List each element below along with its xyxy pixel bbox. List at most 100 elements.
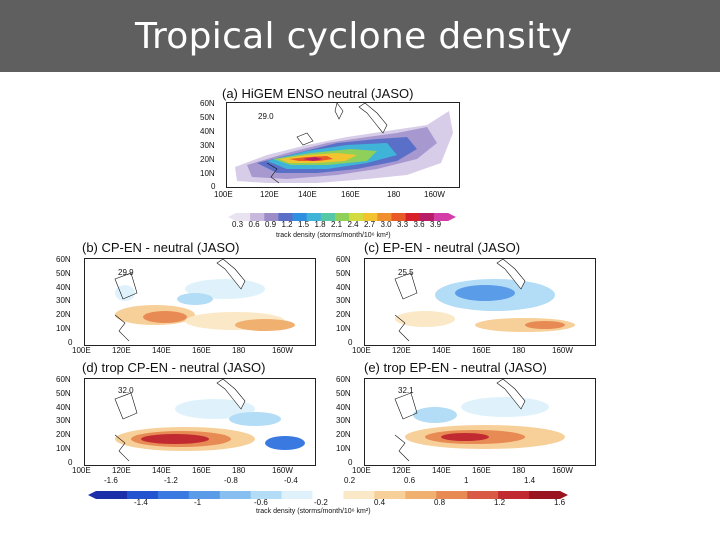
colorbar-swatch — [250, 213, 265, 221]
lon-tick: 160E — [192, 466, 211, 475]
colorbar-swatch — [96, 491, 128, 499]
lat-tick: 40N — [336, 282, 351, 292]
colorbar-tick: 0.3 — [232, 220, 244, 229]
colorbar-tick-upper: 0.2 — [344, 476, 356, 485]
lat-tick: 20N — [200, 155, 215, 164]
lat-tick: 10N — [336, 444, 351, 453]
colorbar-tick: 2.1 — [331, 220, 343, 229]
colorbar-swatch — [236, 213, 251, 221]
lat-tick: 10N — [200, 169, 215, 178]
lon-tick: 120E — [392, 346, 411, 355]
panel-title-a: (a) HiGEM ENSO neutral (JASO) — [222, 86, 414, 101]
colorbar-swatch — [529, 491, 561, 499]
colorbar-tick-lower: 0.4 — [374, 498, 386, 507]
colorbar-tick-upper: -1.6 — [104, 476, 118, 485]
lon-tick: 160E — [472, 346, 491, 355]
lat-tick: 50N — [56, 388, 71, 398]
lat-tick: 60N — [200, 99, 215, 108]
inset-value-d: 32.0 — [118, 386, 134, 395]
colorbar-tick-lower: 1.6 — [554, 498, 566, 507]
map-d — [84, 378, 316, 466]
inset-value-c: 25.5 — [398, 268, 414, 277]
lat-tick: 40N — [200, 127, 215, 136]
lon-tick: 100E — [72, 346, 91, 355]
lon-tick: 100E — [352, 346, 371, 355]
lon-tick: 100E — [214, 190, 233, 199]
lat-tick: 40N — [336, 402, 351, 412]
lat-tick: 20N — [56, 430, 71, 440]
colorbar-swatch — [405, 213, 421, 221]
inset-value-a: 29.0 — [258, 112, 274, 121]
colorbar-tick-upper: -1.2 — [164, 476, 178, 485]
colorbar-swatch — [498, 491, 530, 499]
lat-tick: 30N — [336, 296, 351, 306]
lat-tick: 0 — [211, 182, 216, 191]
lat-tick: 0 — [68, 337, 73, 347]
lat-tick: 0 — [348, 337, 353, 347]
colorbar-tick-lower: 0.8 — [434, 498, 446, 507]
lat-tick: 30N — [336, 416, 351, 426]
lat-tick: 10N — [336, 324, 351, 333]
colorbar-tick-upper: -0.8 — [224, 476, 238, 485]
colorbar-tick-lower: 1.2 — [494, 498, 506, 507]
lon-tick: 140E — [298, 190, 317, 199]
lat-tick: 50N — [200, 113, 215, 122]
colorbar-swatch — [467, 491, 499, 499]
lon-tick: 120E — [112, 346, 131, 355]
colorbar-tick: 1.8 — [314, 220, 326, 229]
lon-tick: 160W — [424, 190, 445, 199]
map-b — [84, 258, 316, 346]
lon-tick: 180 — [232, 346, 246, 355]
colorbar-tick: 1.2 — [281, 220, 293, 229]
colorbar-swatch — [126, 491, 159, 499]
colorbar-top-label: track density (storms/month/10⁶ km²) — [276, 232, 391, 239]
colorbar-swatch — [363, 213, 378, 221]
lon-tick: 180 — [512, 346, 526, 355]
lon-tick: 100E — [352, 466, 371, 475]
colorbar-bottom-label: track density (storms/month/10⁶ km²) — [256, 508, 371, 515]
panel-title-c: (c) EP-EN - neutral (JASO) — [364, 240, 521, 255]
panel-title-e: (e) trop EP-EN - neutral (JASO) — [364, 360, 547, 375]
colorbar-swatch — [306, 213, 322, 221]
title-bar: Tropical cyclone density — [0, 0, 720, 72]
lat-tick: 40N — [56, 402, 71, 412]
lat-tick: 10N — [56, 444, 71, 453]
lat-tick: 20N — [336, 310, 351, 320]
lon-tick: 140E — [152, 346, 171, 355]
lat-tick: 60N — [56, 375, 71, 384]
lon-tick: 120E — [112, 466, 131, 475]
colorbar-tick-lower: -0.2 — [314, 498, 328, 507]
colorbar-tick-upper: -0.4 — [284, 476, 298, 485]
colorbar-swatch — [436, 491, 468, 499]
lon-tick: 160E — [472, 466, 491, 475]
panel-title-d: (d) trop CP-EN - neutral (JASO) — [82, 360, 266, 375]
colorbar-tick: 3.6 — [413, 220, 425, 229]
colorbar-tick-lower: -0.6 — [254, 498, 268, 507]
colorbar-swatch — [281, 491, 314, 499]
lon-tick: 120E — [392, 466, 411, 475]
panel-title-b: (b) CP-EN - neutral (JASO) — [82, 240, 240, 255]
lon-tick: 140E — [432, 346, 451, 355]
colorbar-tick: 2.7 — [364, 220, 376, 229]
colorbar-swatch — [433, 213, 449, 221]
lat-tick: 50N — [336, 268, 351, 278]
colorbar-swatch — [188, 491, 221, 499]
lon-tick: 140E — [152, 466, 171, 475]
lat-tick: 0 — [68, 457, 73, 467]
colorbar-swatch — [343, 491, 375, 499]
colorbar-tick-lower: -1 — [194, 498, 202, 507]
colorbar-tick: 1.5 — [298, 220, 310, 229]
lat-tick: 30N — [200, 141, 215, 150]
colorbar-swatch — [278, 213, 294, 221]
lat-tick: 30N — [56, 416, 71, 426]
colorbar-swatch — [391, 213, 407, 221]
colorbar-swatch — [349, 213, 364, 221]
lon-tick: 100E — [72, 466, 91, 475]
lat-tick: 20N — [56, 310, 71, 320]
colorbar-swatch — [250, 491, 283, 499]
colorbar-tick: 0.9 — [265, 220, 277, 229]
colorbar-swatch — [312, 491, 344, 499]
lon-tick: 180 — [512, 466, 526, 475]
map-c — [364, 258, 596, 346]
colorbar-swatch — [292, 213, 308, 221]
